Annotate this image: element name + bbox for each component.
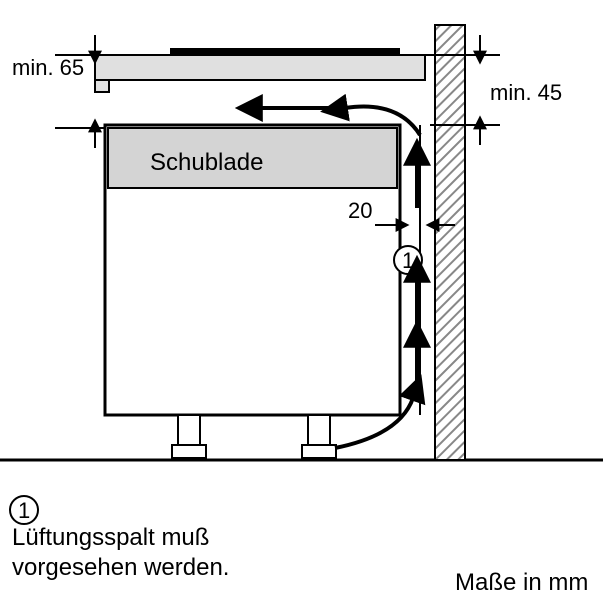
installation-diagram: Schublade min. 65 min. 45 20 1 [0,0,603,600]
countertop [95,55,425,80]
dim-min65-label: min. 65 [12,55,84,80]
dim-20-label: 20 [348,198,372,223]
foot-right [302,415,336,458]
callout-1-id: 1 [402,248,414,273]
wall [435,25,465,460]
footnote-line2: vorgesehen werden. [12,554,229,581]
footnote-line1: Lüftungsspalt muß [12,524,209,551]
dim-min45-label: min. 45 [490,80,562,105]
drawer-label: Schublade [150,149,263,176]
foot-left [172,415,206,458]
cooktop [170,48,400,55]
footnote-id: 1 [18,498,30,523]
units-label: Maße in mm [455,569,588,596]
countertop-lip [95,80,109,92]
